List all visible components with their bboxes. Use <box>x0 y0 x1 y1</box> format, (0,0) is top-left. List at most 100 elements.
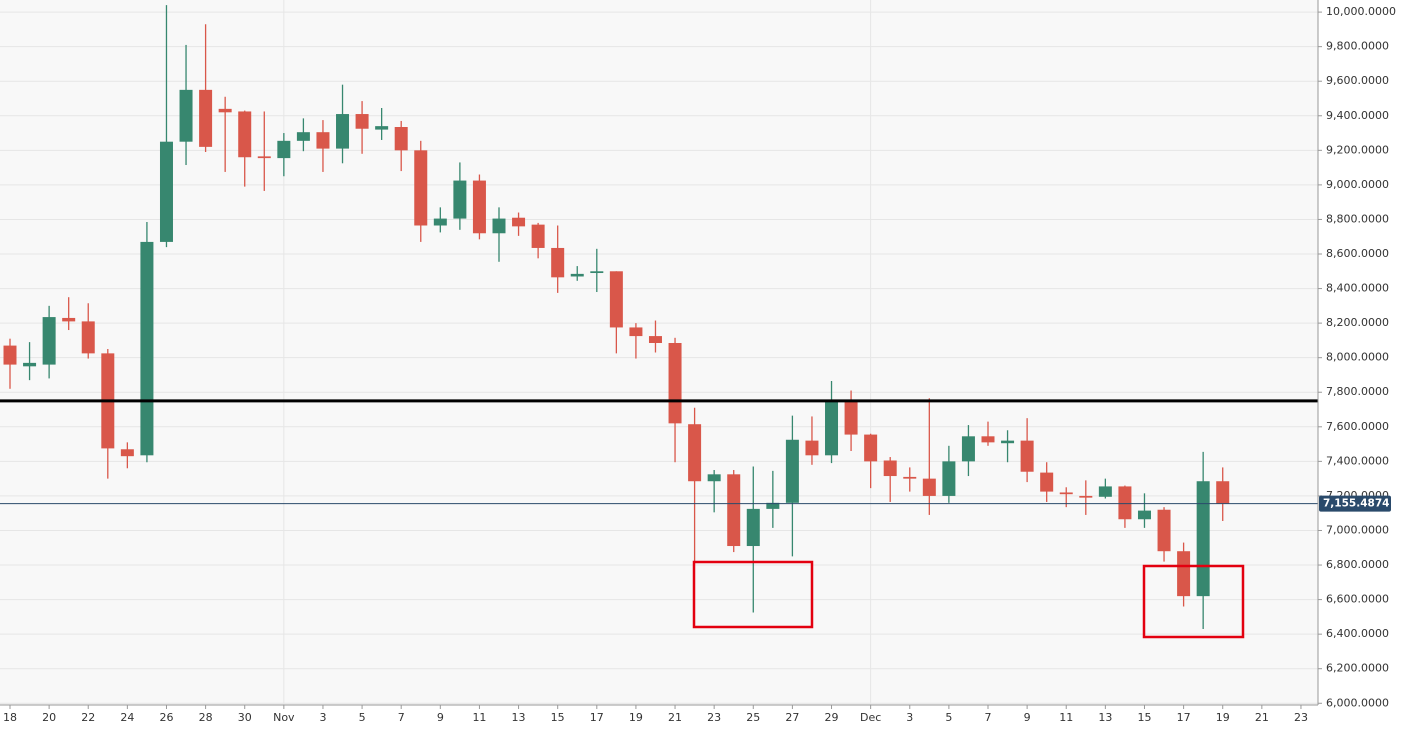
candle-body <box>257 156 271 159</box>
x-tick-label: 11 <box>1059 711 1073 724</box>
last-price-label: 7,155.4874 <box>1323 498 1389 510</box>
x-tick-label: 21 <box>1255 711 1269 724</box>
candle-body <box>1118 486 1132 520</box>
y-tick-label: 9,800.0000 <box>1326 40 1389 53</box>
candle-body <box>296 132 310 141</box>
x-tick-label: 21 <box>668 711 682 724</box>
x-tick-label: Dec <box>860 711 881 724</box>
candle-body <box>1001 440 1015 444</box>
x-tick-label: 13 <box>1098 711 1112 724</box>
x-tick-label: 19 <box>629 711 643 724</box>
candle-body <box>844 400 858 435</box>
y-tick-label: 6,400.0000 <box>1326 627 1389 640</box>
candle-body <box>394 127 408 151</box>
candle-body <box>609 271 623 328</box>
candle-body <box>433 218 447 226</box>
candle-body <box>746 508 760 547</box>
candle-body <box>336 114 350 149</box>
candle-body <box>316 132 330 149</box>
candle-body <box>277 140 291 159</box>
candle-body <box>1020 440 1034 472</box>
candles <box>0 5 1318 629</box>
x-tick-label: 18 <box>3 711 17 724</box>
x-tick-label: 27 <box>785 711 799 724</box>
y-tick-label: 8,800.0000 <box>1326 212 1389 225</box>
x-tick-label: 7 <box>398 711 405 724</box>
grid <box>0 0 1318 705</box>
candle-body <box>961 436 975 462</box>
candle-body <box>825 400 839 456</box>
candle-body <box>1079 495 1093 498</box>
candle-body <box>492 218 506 234</box>
y-tick-label: 7,800.0000 <box>1326 385 1389 398</box>
x-tick-label: 15 <box>1137 711 1151 724</box>
candle-body <box>727 474 741 547</box>
y-tick-label: 6,600.0000 <box>1326 593 1389 606</box>
candle-body <box>942 461 956 496</box>
candle-body <box>1157 509 1171 552</box>
candle-body <box>199 89 213 147</box>
x-tick-label: 26 <box>159 711 173 724</box>
candle-body <box>903 476 917 479</box>
y-tick-label: 10,000.0000 <box>1326 5 1396 18</box>
plot-area <box>0 0 1318 705</box>
candle-body <box>551 247 565 278</box>
x-tick-label: 9 <box>1024 711 1031 724</box>
candle-body <box>238 111 252 158</box>
candle-body <box>375 126 389 130</box>
candle-body <box>981 436 995 443</box>
candle-body <box>1040 472 1054 492</box>
candle-body <box>1216 481 1230 504</box>
candle-body <box>648 336 662 343</box>
candle-body <box>23 362 37 367</box>
candle-body <box>668 342 682 424</box>
candle-body <box>1177 551 1191 597</box>
candle-body <box>570 273 584 277</box>
candle-body <box>1098 486 1112 497</box>
highlight-box <box>692 560 814 629</box>
candle-body <box>179 89 193 142</box>
candle-body <box>864 434 878 462</box>
candle-body <box>1196 481 1210 597</box>
x-tick-label: 3 <box>906 711 913 724</box>
candle-body <box>688 424 702 482</box>
candle-body <box>3 345 17 365</box>
x-tick-label: 23 <box>707 711 721 724</box>
candle-body <box>42 317 56 365</box>
x-tick-label: 5 <box>359 711 366 724</box>
candle-body <box>218 108 232 113</box>
last-price-tag <box>1319 495 1391 512</box>
y-tick-label: 6,200.0000 <box>1326 662 1389 675</box>
x-tick-label: Nov <box>273 711 295 724</box>
x-tick-label: 15 <box>551 711 565 724</box>
candle-body <box>785 439 799 503</box>
candle-body <box>883 460 897 477</box>
candle-body <box>81 321 95 354</box>
labels: 6,000.0000 6,200.0000 6,400.0000 6,600.0000… <box>3 5 1396 724</box>
y-tick-label: 7,600.0000 <box>1326 420 1389 433</box>
x-tick-label: 23 <box>1294 711 1308 724</box>
y-tick-label: 7,400.0000 <box>1326 454 1389 467</box>
x-tick-label: 9 <box>437 711 444 724</box>
x-tick-label: 24 <box>120 711 134 724</box>
candle-body <box>414 150 428 226</box>
x-tick-label: 28 <box>199 711 213 724</box>
y-tick-label: 8,600.0000 <box>1326 247 1389 260</box>
candle-body <box>120 449 134 457</box>
x-tick-label: 5 <box>945 711 952 724</box>
y-tick-label: 9,000.0000 <box>1326 178 1389 191</box>
x-tick-label: 17 <box>1177 711 1191 724</box>
candle-body <box>472 180 486 234</box>
candle-body <box>922 478 936 496</box>
candle-body <box>140 241 154 456</box>
candle-body <box>531 224 545 248</box>
y-tick-label: 9,200.0000 <box>1326 143 1389 156</box>
x-tick-label: 25 <box>746 711 760 724</box>
y-tick-label: 8,400.0000 <box>1326 282 1389 295</box>
x-tick-label: 7 <box>985 711 992 724</box>
x-tick-label: 29 <box>825 711 839 724</box>
candle-body <box>707 474 721 482</box>
y-tick-label: 6,800.0000 <box>1326 558 1389 571</box>
candle-body <box>355 114 369 129</box>
